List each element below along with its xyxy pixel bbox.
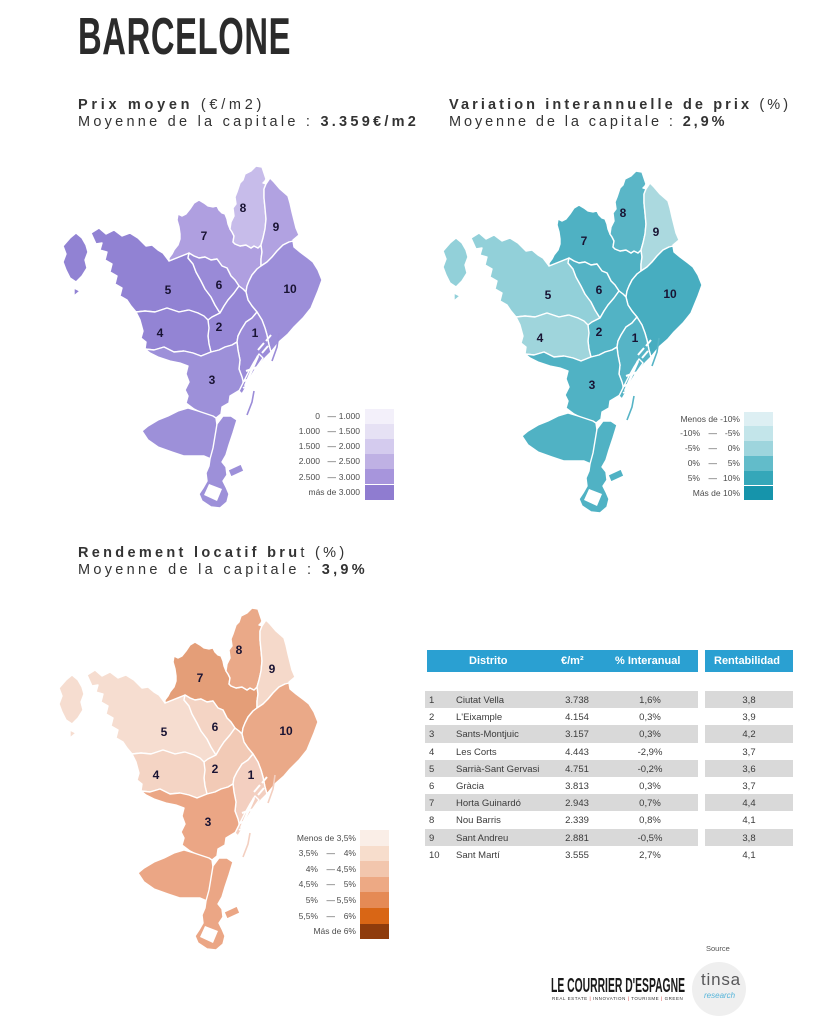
svg-text:10: 10 xyxy=(663,287,677,301)
svg-text:1: 1 xyxy=(248,768,255,782)
svg-text:3: 3 xyxy=(589,378,596,392)
svg-text:4: 4 xyxy=(157,326,164,340)
svg-text:5: 5 xyxy=(545,288,552,302)
svg-text:8: 8 xyxy=(236,643,243,657)
svg-text:6: 6 xyxy=(212,720,219,734)
svg-text:8: 8 xyxy=(620,206,627,220)
svg-text:7: 7 xyxy=(197,671,204,685)
svg-text:4: 4 xyxy=(537,331,544,345)
svg-text:8: 8 xyxy=(240,201,247,215)
svg-text:9: 9 xyxy=(653,225,660,239)
svg-text:10: 10 xyxy=(279,724,293,738)
svg-text:9: 9 xyxy=(269,662,276,676)
svg-text:2: 2 xyxy=(216,320,223,334)
svg-text:7: 7 xyxy=(581,234,588,248)
svg-text:5: 5 xyxy=(165,283,172,297)
svg-text:1: 1 xyxy=(632,331,639,345)
svg-text:1: 1 xyxy=(252,326,259,340)
svg-text:4: 4 xyxy=(153,768,160,782)
svg-text:10: 10 xyxy=(283,282,297,296)
svg-text:2: 2 xyxy=(212,762,219,776)
svg-text:7: 7 xyxy=(201,229,208,243)
svg-text:5: 5 xyxy=(161,725,168,739)
svg-text:3: 3 xyxy=(205,815,212,829)
svg-text:6: 6 xyxy=(596,283,603,297)
svg-text:6: 6 xyxy=(216,278,223,292)
svg-text:2: 2 xyxy=(596,325,603,339)
svg-text:3: 3 xyxy=(209,373,216,387)
svg-text:9: 9 xyxy=(273,220,280,234)
